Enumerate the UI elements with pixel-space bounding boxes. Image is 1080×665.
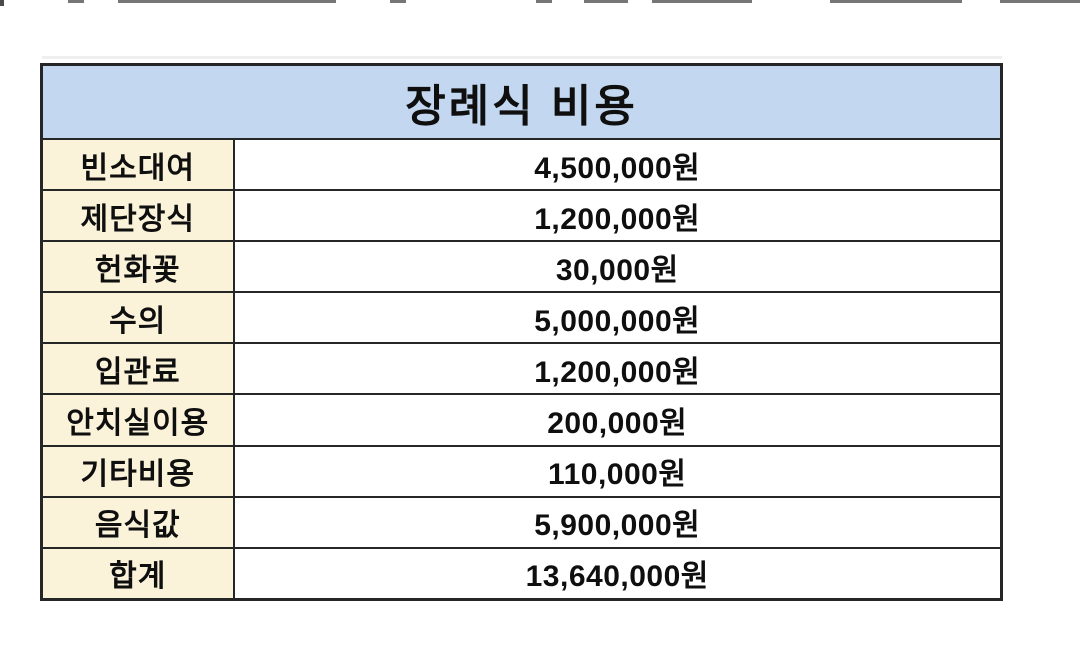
cost-item-label: 음식값 [40, 495, 235, 549]
table-header-row: 장례식 비용 [40, 63, 1003, 140]
cropped-text-artifact [390, 0, 406, 3]
cost-item-value: 110,000원 [232, 444, 1003, 498]
cropped-text-artifact [68, 0, 84, 3]
table-row: 입관료 1,200,000원 [40, 342, 1003, 396]
cost-item-label: 헌화꽃 [40, 240, 235, 294]
cropped-text-artifact [830, 0, 962, 3]
cost-item-value: 5,900,000원 [232, 495, 1003, 549]
cost-item-label: 합계 [40, 546, 235, 601]
cost-item-value: 200,000원 [232, 393, 1003, 447]
cropped-text-artifact [1000, 0, 1080, 3]
cost-item-label: 안치실이용 [40, 393, 235, 447]
table-row: 수의 5,000,000원 [40, 291, 1003, 345]
cost-item-value: 1,200,000원 [232, 189, 1003, 243]
table-top-shadow [42, 56, 1002, 59]
cropped-text-artifact [652, 0, 752, 3]
table-row: 안치실이용 200,000원 [40, 393, 1003, 447]
table-row: 헌화꽃 30,000원 [40, 240, 1003, 294]
cost-item-value: 5,000,000원 [232, 291, 1003, 345]
cost-item-value: 30,000원 [232, 240, 1003, 294]
cost-item-label: 기타비용 [40, 444, 235, 498]
table-row: 기타비용 110,000원 [40, 444, 1003, 498]
cost-item-value: 1,200,000원 [232, 342, 1003, 396]
cost-item-label: 제단장식 [40, 189, 235, 243]
cost-item-label: 빈소대여 [40, 137, 235, 192]
cost-item-label: 수의 [40, 291, 235, 345]
table-title: 장례식 비용 [40, 63, 1003, 140]
cost-item-value: 13,640,000원 [232, 546, 1003, 601]
cost-item-value: 4,500,000원 [232, 137, 1003, 192]
table-row-total: 합계 13,640,000원 [40, 546, 1003, 601]
cropped-text-artifact [0, 0, 4, 6]
table-row: 빈소대여 4,500,000원 [40, 137, 1003, 192]
table-row: 제단장식 1,200,000원 [40, 189, 1003, 243]
cropped-text-artifact [536, 0, 552, 3]
cropped-text-artifact [118, 0, 336, 3]
cropped-text-artifact [584, 0, 628, 3]
table-row: 음식값 5,900,000원 [40, 495, 1003, 549]
funeral-cost-table: 장례식 비용 빈소대여 4,500,000원 제단장식 1,200,000원 헌화꽃 30… [40, 63, 1003, 601]
cost-item-label: 입관료 [40, 342, 235, 396]
